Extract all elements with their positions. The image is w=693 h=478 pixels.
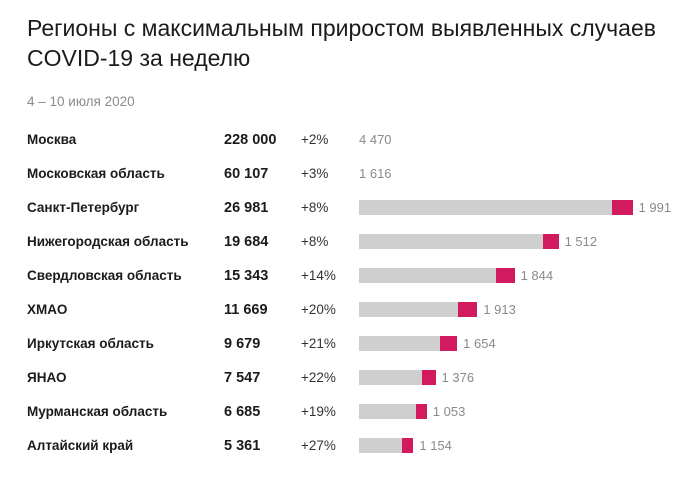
total-cases-label: 228 000 bbox=[224, 132, 277, 148]
new-cases-label: 1 844 bbox=[520, 268, 554, 283]
region-label: ЯНАО bbox=[27, 370, 67, 385]
bar-new-cases bbox=[457, 302, 478, 317]
new-cases-label: 1 512 bbox=[564, 234, 598, 249]
bar-new-cases bbox=[612, 200, 633, 215]
chart-subtitle: 4 – 10 июля 2020 bbox=[27, 94, 135, 109]
region-label: Алтайский край bbox=[27, 438, 134, 453]
new-cases-label: 4 470 bbox=[359, 132, 392, 147]
table-row: Свердловская область 15 343 +14% 1 844 bbox=[0, 260, 693, 294]
bar-new-cases bbox=[440, 336, 458, 351]
new-cases-label: 1 654 bbox=[463, 336, 496, 351]
growth-label: +19% bbox=[301, 404, 336, 419]
growth-label: +27% bbox=[301, 438, 336, 453]
chart-title: Регионы с максимальным приростом выявлен… bbox=[27, 15, 656, 71]
region-label: Московская область bbox=[27, 166, 165, 181]
table-row: Московская область 60 107 +3% 1 616 bbox=[0, 158, 693, 192]
total-cases-label: 5 361 bbox=[224, 438, 261, 454]
bar-previous-cases bbox=[359, 370, 422, 385]
new-cases-label: 1 053 bbox=[432, 404, 466, 419]
table-row: Мурманская область 6 685 +19% 1 053 bbox=[0, 396, 693, 430]
new-cases-label: 1 376 bbox=[441, 370, 475, 385]
bar-previous-cases bbox=[359, 438, 402, 453]
growth-label: +3% bbox=[301, 166, 329, 181]
bar-previous-cases bbox=[359, 336, 441, 351]
new-cases-label: 1 913 bbox=[483, 302, 516, 317]
bar-new-cases bbox=[543, 234, 559, 249]
table-row: Санкт-Петербург 26 981 +8% 1 991 bbox=[0, 192, 693, 226]
total-cases-label: 7 547 bbox=[224, 370, 261, 386]
table-row: Алтайский край 5 361 +27% 1 154 bbox=[0, 430, 693, 464]
table-row: Иркутская область 9 679 +21% 1 654 bbox=[0, 328, 693, 362]
bar-previous-cases bbox=[359, 302, 458, 317]
bar-new-cases bbox=[495, 268, 515, 283]
region-label: Мурманская область bbox=[27, 404, 168, 419]
growth-label: +8% bbox=[301, 200, 329, 215]
bar-previous-cases bbox=[359, 234, 544, 249]
total-cases-label: 6 685 bbox=[224, 404, 261, 420]
total-cases-label: 15 343 bbox=[224, 268, 269, 284]
bar-new-cases bbox=[401, 438, 414, 453]
total-cases-label: 11 669 bbox=[224, 302, 268, 318]
total-cases-label: 19 684 bbox=[224, 234, 269, 250]
table-row: ХМАО 11 669 +20% 1 913 bbox=[0, 294, 693, 328]
bar-new-cases bbox=[421, 370, 436, 385]
region-label: Иркутская область bbox=[27, 336, 154, 351]
region-label: ХМАО bbox=[27, 302, 68, 317]
new-cases-label: 1 154 bbox=[419, 438, 452, 453]
total-cases-label: 26 981 bbox=[224, 200, 269, 216]
bar-previous-cases bbox=[359, 404, 417, 419]
bar-new-cases bbox=[416, 404, 427, 419]
bar-previous-cases bbox=[359, 268, 496, 283]
table-row: ЯНАО 7 547 +22% 1 376 bbox=[0, 362, 693, 396]
growth-label: +21% bbox=[301, 336, 336, 351]
new-cases-label: 1 616 bbox=[359, 166, 392, 181]
total-cases-label: 9 679 bbox=[224, 336, 261, 352]
region-label: Санкт-Петербург bbox=[27, 200, 140, 215]
growth-label: +22% bbox=[301, 370, 336, 385]
region-label: Москва bbox=[27, 132, 77, 147]
table-row: Нижегородская область 19 684 +8% 1 512 bbox=[0, 226, 693, 260]
growth-label: +8% bbox=[301, 234, 329, 249]
growth-label: +14% bbox=[301, 268, 336, 283]
growth-label: +20% bbox=[301, 302, 336, 317]
new-cases-label: 1 991 bbox=[638, 200, 672, 215]
region-label: Нижегородская область bbox=[27, 234, 189, 249]
growth-label: +2% bbox=[301, 132, 329, 147]
total-cases-label: 60 107 bbox=[224, 166, 269, 182]
table-row: Москва 228 000 +2% 4 470 bbox=[0, 124, 693, 158]
region-label: Свердловская область bbox=[27, 268, 182, 283]
bar-previous-cases bbox=[359, 200, 613, 215]
